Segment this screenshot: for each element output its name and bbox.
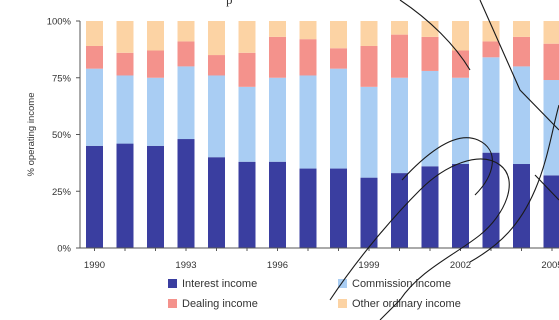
- bar-segment: [421, 70, 439, 167]
- x-tick-label: 1993: [175, 260, 196, 271]
- bar-segment: [86, 145, 103, 248]
- bar-segment: [147, 145, 164, 248]
- bar-segment: [360, 86, 378, 178]
- legend-swatch: [168, 299, 177, 308]
- watermark-stroke: [534, 174, 559, 201]
- bar-segment: [391, 34, 408, 78]
- y-axis-title: % operating income: [26, 93, 37, 177]
- bar-segment: [208, 157, 225, 248]
- bar-segment: [330, 48, 347, 69]
- y-axis: 0% 25% 50% 75% 100%: [47, 17, 81, 255]
- bar-segment: [391, 173, 408, 248]
- x-tick-label: 1990: [84, 260, 105, 271]
- plot-area: [86, 21, 559, 248]
- bar-segment: [543, 21, 559, 44]
- header-fragment: p: [226, 0, 233, 7]
- bar-segment: [238, 86, 256, 162]
- x-tick-label: 2002: [450, 260, 471, 271]
- bar-segment: [86, 45, 103, 69]
- bar-segment: [238, 21, 256, 53]
- bar-segment: [513, 164, 530, 248]
- bar-segment: [391, 21, 408, 35]
- bar-segment: [360, 177, 378, 248]
- legend-label: Dealing income: [182, 298, 258, 310]
- watermark-stroke: [399, 0, 471, 71]
- bar-segment: [177, 21, 195, 42]
- bar-segment: [299, 39, 317, 76]
- bar-segment: [421, 21, 439, 37]
- y-tick-label: 0%: [57, 244, 71, 255]
- watermark-stroke: [469, 104, 559, 263]
- bar-segment: [299, 75, 317, 169]
- bar-segment: [116, 75, 134, 144]
- bar-segment: [147, 77, 164, 146]
- bar-segment: [330, 68, 347, 169]
- x-tick-label: 1996: [267, 260, 288, 271]
- bar-segment: [482, 152, 500, 248]
- bar-segment: [482, 21, 500, 42]
- bar-segment: [86, 68, 103, 146]
- bar-segment: [513, 36, 530, 67]
- bar-segment: [543, 175, 559, 248]
- bar-segment: [360, 21, 378, 46]
- bar-segment: [482, 57, 500, 153]
- bar-segment: [360, 45, 378, 87]
- bar-segment: [208, 21, 225, 56]
- bar-segment: [452, 164, 469, 248]
- bar-segment: [269, 36, 286, 78]
- x-tick-label: 2005: [541, 260, 559, 271]
- bar-segment: [177, 139, 195, 248]
- bar-segment: [513, 21, 530, 37]
- bar-segment: [269, 77, 286, 162]
- bar-segment: [116, 143, 134, 248]
- y-tick-label: 50%: [52, 130, 72, 141]
- bar-segment: [421, 36, 439, 71]
- bar-segment: [330, 168, 347, 248]
- bar-segment: [238, 52, 256, 87]
- bar-segment: [269, 161, 286, 248]
- bar-segment: [208, 75, 225, 158]
- legend-swatch: [338, 299, 347, 308]
- x-axis: 1990 1993 1996 1999 2002 2005: [80, 247, 559, 271]
- bar-segment: [208, 55, 225, 76]
- bar-segment: [116, 52, 134, 76]
- legend-swatch: [168, 279, 177, 288]
- bar-segment: [299, 21, 317, 40]
- bar-segment: [86, 21, 103, 46]
- bar-segment: [177, 66, 195, 140]
- bar-segment: [421, 166, 439, 248]
- watermark-stroke: [401, 137, 493, 196]
- bar-segment: [177, 41, 195, 67]
- watermark: [329, 0, 559, 320]
- bar-segment: [147, 21, 164, 51]
- x-tick-label: 1999: [358, 260, 379, 271]
- bar-segment: [391, 77, 408, 174]
- legend: Interest income Commission income Dealing …: [168, 278, 461, 310]
- legend-label: Commission income: [352, 278, 451, 290]
- bar-segment: [543, 43, 559, 81]
- bar-segment: [452, 21, 469, 51]
- y-tick-label: 100%: [47, 17, 72, 28]
- bar-segment: [147, 50, 164, 78]
- bar-segment: [452, 77, 469, 165]
- bar-segment: [116, 21, 134, 53]
- bar-segment: [513, 66, 530, 165]
- bar-segment: [299, 168, 317, 248]
- y-tick-label: 75%: [52, 73, 72, 84]
- bar-segment: [330, 21, 347, 49]
- watermark-stroke: [479, 0, 559, 131]
- y-tick-label: 25%: [52, 187, 72, 198]
- legend-swatch: [338, 279, 347, 288]
- bar-segment: [452, 50, 469, 78]
- legend-label: Interest income: [182, 278, 257, 290]
- bar-segment: [269, 21, 286, 37]
- bar-segment: [482, 41, 500, 58]
- bar-segment: [238, 161, 256, 248]
- legend-label: Other ordinary income: [352, 298, 461, 310]
- watermark-stroke: [329, 158, 510, 320]
